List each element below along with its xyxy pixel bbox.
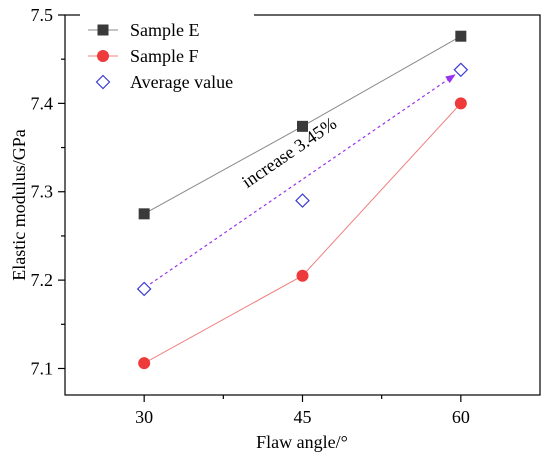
data-point [453, 62, 469, 78]
legend-item: Sample F [88, 46, 199, 66]
data-point [136, 281, 152, 297]
y-tick-label: 7.2 [31, 270, 54, 290]
series-layer [136, 30, 469, 370]
series-2 [136, 62, 469, 297]
data-point [454, 97, 467, 110]
legend-marker [97, 24, 109, 36]
data-point [297, 120, 308, 132]
legend-frame [80, 12, 254, 94]
data-point [138, 357, 151, 370]
data-point [296, 269, 309, 282]
legend-marker [95, 74, 111, 90]
tick-labels: 30 45 60 7.1 7.2 7.3 7.4 7.5 [31, 5, 470, 427]
data-point [455, 30, 467, 42]
legend-item: Average value [95, 72, 233, 92]
y-axis-title: Elastic modulus/GPa [9, 129, 29, 281]
x-axis-title: Flaw angle/° [256, 432, 348, 452]
legend-marker [97, 50, 109, 62]
y-tick-label: 7.1 [31, 358, 54, 378]
ticks [58, 14, 462, 402]
x-tick-label: 60 [452, 407, 470, 427]
series-1 [138, 97, 467, 370]
y-tick-label: 7.3 [31, 182, 54, 202]
legend-label: Sample E [130, 20, 200, 40]
y-tick-label: 7.5 [31, 5, 54, 25]
legend-label: Sample F [130, 46, 199, 66]
x-tick-label: 30 [135, 407, 153, 427]
legend-label: Average value [130, 72, 233, 92]
series-0 [138, 30, 467, 220]
legend: Sample E Sample F Average value [80, 12, 254, 94]
annotation-label: increase 3.45% [238, 113, 340, 192]
x-tick-label: 45 [294, 407, 312, 427]
y-tick-label: 7.4 [31, 93, 54, 113]
annotation-arrow [149, 74, 456, 285]
data-point [295, 193, 310, 208]
annotation-layer: increase 3.45% [149, 74, 456, 285]
data-point [138, 208, 150, 220]
legend-item: Sample E [88, 20, 200, 40]
